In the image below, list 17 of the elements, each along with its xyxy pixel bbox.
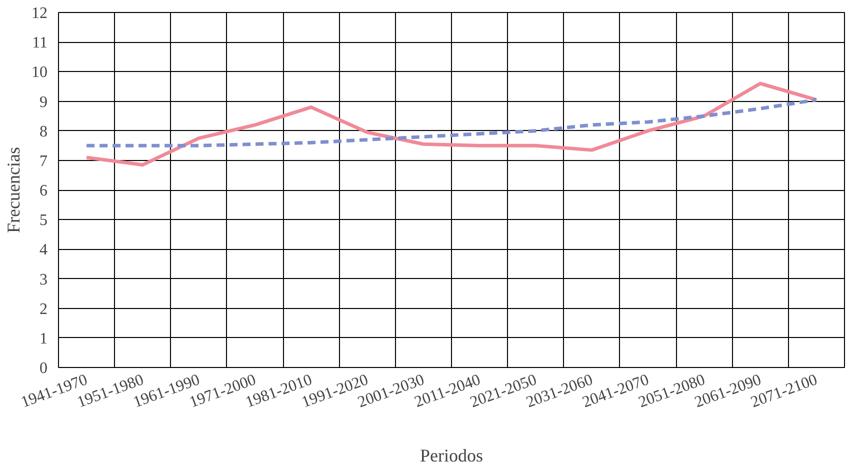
y-tick-label: 3 — [40, 271, 48, 288]
y-tick-label: 8 — [40, 123, 48, 140]
y-tick-label: 12 — [32, 5, 48, 22]
y-tick-label: 10 — [32, 64, 48, 82]
y-axis-title: Frecuencias — [4, 147, 24, 233]
y-tick-label: 4 — [40, 242, 48, 259]
y-tick-label: 0 — [40, 360, 48, 377]
y-tick-label: 2 — [40, 300, 48, 318]
y-tick-label: 7 — [40, 152, 48, 170]
y-tick-label: 5 — [40, 212, 48, 230]
y-tick-label: 9 — [40, 94, 48, 111]
line-series — [84, 98, 818, 148]
y-tick-label: 6 — [40, 182, 48, 200]
line-series — [84, 82, 818, 167]
y-tick-label: 1 — [40, 330, 48, 348]
y-tick-label: 11 — [32, 34, 48, 52]
x-axis-title: Periodos — [420, 446, 483, 466]
